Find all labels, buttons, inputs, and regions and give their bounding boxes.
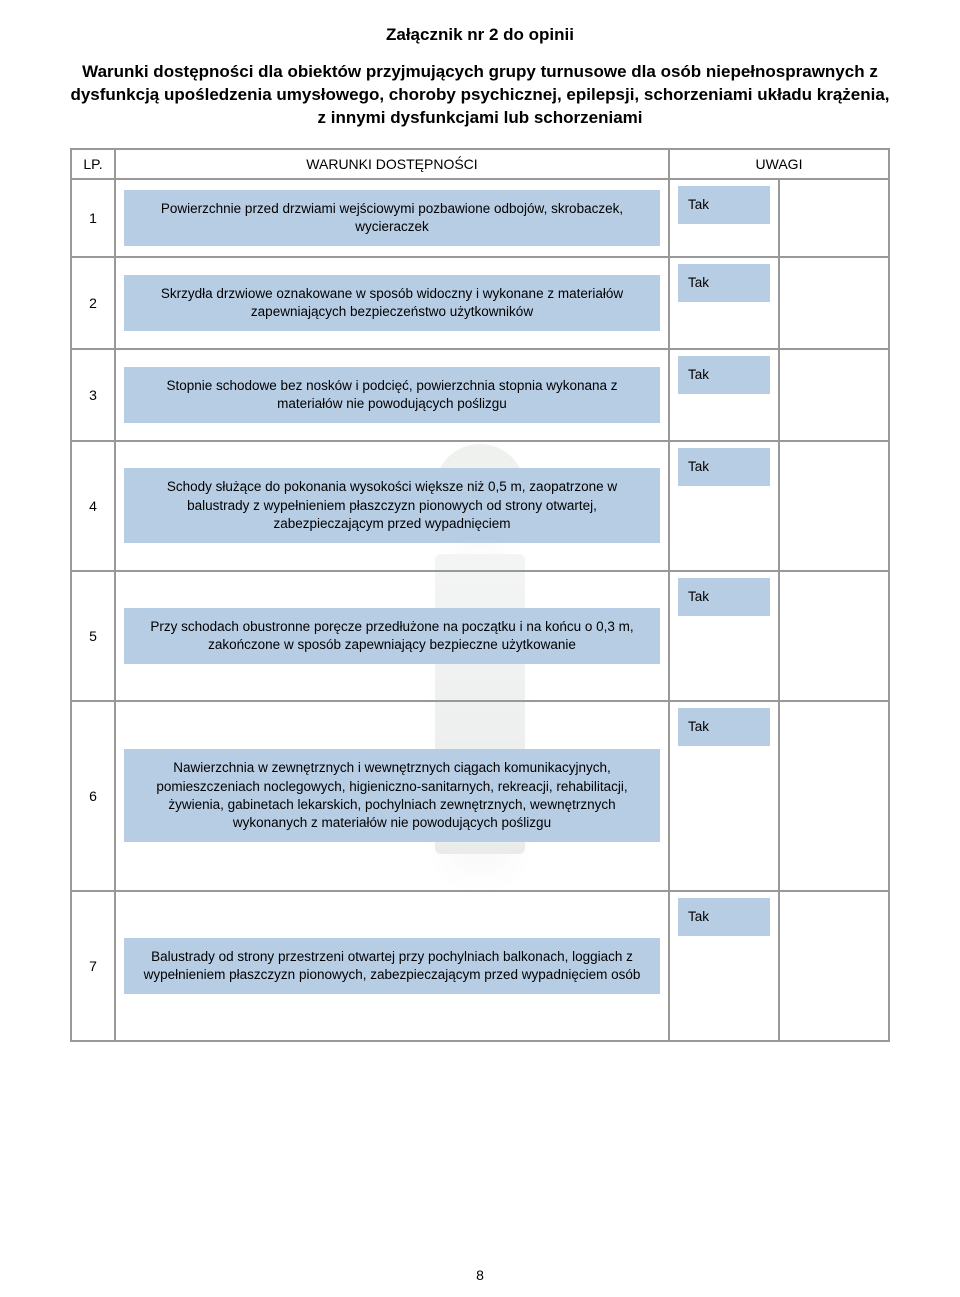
row-spare: [780, 572, 888, 700]
row-spare: [780, 702, 888, 890]
table-row: 3 Stopnie schodowe bez nosków i podcięć,…: [71, 349, 889, 441]
col-lp: LP.: [71, 149, 115, 179]
row-spare: [780, 258, 888, 348]
row-spare: [780, 442, 888, 570]
col-uwagi: UWAGI: [669, 149, 889, 179]
row-num: 4: [71, 441, 115, 571]
row-spare: [780, 180, 888, 256]
table-row: 1 Powierzchnie przed drzwiami wejściowym…: [71, 179, 889, 257]
row-num: 2: [71, 257, 115, 349]
row-num: 1: [71, 179, 115, 257]
row-desc: Powierzchnie przed drzwiami wejściowymi …: [124, 190, 660, 246]
row-spare: [780, 350, 888, 440]
page-number: 8: [0, 1267, 960, 1283]
row-value: Tak: [678, 578, 770, 616]
table-row: 7 Balustrady od strony przestrzeni otwar…: [71, 891, 889, 1041]
row-desc: Stopnie schodowe bez nosków i podcięć, p…: [124, 367, 660, 423]
row-num: 6: [71, 701, 115, 891]
heading-text: Warunki dostępności dla obiektów przyjmu…: [70, 61, 890, 130]
row-value: Tak: [678, 898, 770, 936]
row-desc: Skrzydła drzwiowe oznakowane w sposób wi…: [124, 275, 660, 331]
row-num: 3: [71, 349, 115, 441]
row-desc: Nawierzchnia w zewnętrznych i wewnętrzny…: [124, 749, 660, 842]
col-desc: WARUNKI DOSTĘPNOŚCI: [115, 149, 669, 179]
row-value: Tak: [678, 186, 770, 224]
table-row: 2 Skrzydła drzwiowe oznakowane w sposób …: [71, 257, 889, 349]
row-value: Tak: [678, 708, 770, 746]
row-value: Tak: [678, 448, 770, 486]
row-desc: Balustrady od strony przestrzeni otwarte…: [124, 938, 660, 994]
attachment-label: Załącznik nr 2 do opinii: [70, 24, 890, 47]
row-value: Tak: [678, 264, 770, 302]
table-header-row: LP. WARUNKI DOSTĘPNOŚCI UWAGI: [71, 149, 889, 179]
row-num: 5: [71, 571, 115, 701]
row-num: 7: [71, 891, 115, 1041]
conditions-table: LP. WARUNKI DOSTĘPNOŚCI UWAGI 1 Powierzc…: [70, 148, 890, 1042]
row-value: Tak: [678, 356, 770, 394]
row-desc: Przy schodach obustronne poręcze przedłu…: [124, 608, 660, 664]
table-row: 5 Przy schodach obustronne poręcze przed…: [71, 571, 889, 701]
row-desc: Schody służące do pokonania wysokości wi…: [124, 468, 660, 543]
table-row: 6 Nawierzchnia w zewnętrznych i wewnętrz…: [71, 701, 889, 891]
row-spare: [780, 892, 888, 1040]
title-block: Załącznik nr 2 do opinii Warunki dostępn…: [70, 24, 890, 130]
table-row: 4 Schody służące do pokonania wysokości …: [71, 441, 889, 571]
